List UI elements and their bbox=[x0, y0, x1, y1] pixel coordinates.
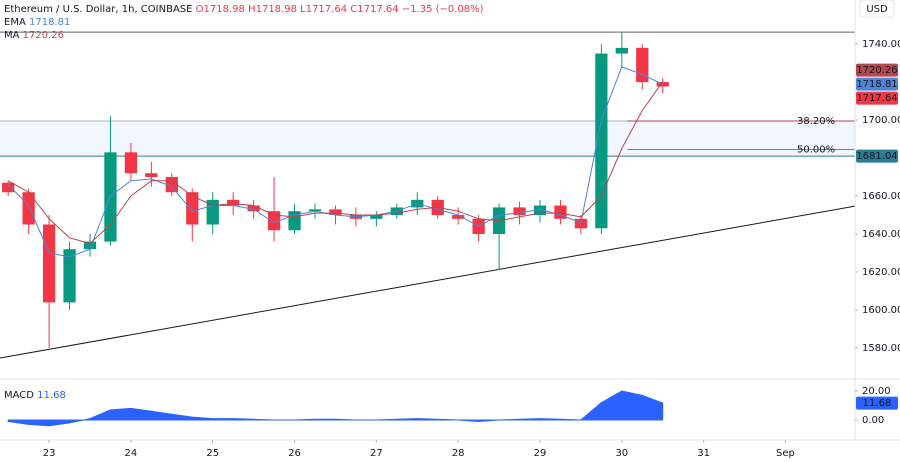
macd-value: 11.68 bbox=[37, 390, 66, 401]
y-tick-label: 1640.00 bbox=[862, 229, 900, 240]
macd-name: MACD bbox=[4, 390, 34, 401]
legend-name: MA bbox=[4, 30, 20, 41]
y-tick-label: 1700.00 bbox=[862, 115, 900, 126]
candle-body bbox=[308, 209, 322, 212]
x-tick-label: 23 bbox=[43, 448, 56, 459]
macd-tag-bg bbox=[856, 396, 898, 410]
price-tag-bg bbox=[856, 91, 898, 105]
trendline bbox=[0, 205, 856, 359]
macd-area bbox=[7, 390, 664, 427]
candle-body bbox=[2, 182, 15, 193]
price-tag: 1718.81 bbox=[856, 79, 897, 90]
price-tag: 1717.64 bbox=[856, 93, 897, 104]
candle-body bbox=[42, 224, 56, 303]
x-tick-label: 28 bbox=[452, 448, 465, 459]
candle-body bbox=[63, 249, 76, 303]
candle-body bbox=[329, 209, 342, 216]
price-change: −1.35 (−0.08%) bbox=[402, 4, 484, 15]
candle-body bbox=[533, 205, 547, 216]
y-tick-label: 1580.00 bbox=[862, 343, 900, 354]
x-tick-label: Sep bbox=[776, 448, 795, 459]
y-tick-label: 1660.00 bbox=[862, 191, 900, 202]
candle-body bbox=[83, 241, 97, 250]
currency-box bbox=[859, 0, 895, 18]
x-tick-label: 24 bbox=[125, 448, 138, 459]
legend-name: EMA bbox=[4, 17, 26, 28]
candle-body bbox=[227, 199, 240, 206]
candle-body bbox=[595, 53, 608, 229]
candle-body bbox=[186, 192, 199, 225]
x-tick-label: 25 bbox=[206, 448, 219, 459]
macd-tag: 11.68 bbox=[863, 398, 892, 409]
y-tick-label: 1740.00 bbox=[862, 39, 900, 50]
ohlc-value: H1718.98 bbox=[248, 4, 297, 15]
ohlc-value: L1717.64 bbox=[300, 4, 347, 15]
macd-tick-label: 0.00 bbox=[862, 415, 884, 426]
y-tick-label: 1600.00 bbox=[862, 305, 900, 316]
candle-body bbox=[656, 82, 669, 87]
candle-body bbox=[145, 173, 158, 178]
currency: USD bbox=[866, 4, 888, 15]
ohlc-value: O1718.98 bbox=[196, 4, 245, 15]
price-tag-bg bbox=[856, 77, 898, 91]
legend-value: 1720.26 bbox=[23, 30, 64, 41]
x-tick-label: 29 bbox=[534, 448, 547, 459]
fib-label: 38.20% bbox=[797, 116, 835, 127]
ohlc-value: C1717.64 bbox=[350, 4, 398, 15]
candle-body bbox=[267, 211, 281, 231]
x-tick-label: 31 bbox=[697, 448, 710, 459]
candle-body bbox=[574, 218, 588, 229]
price-tag-bg bbox=[856, 63, 898, 77]
candle-body bbox=[554, 205, 567, 219]
fib-label: 50.00% bbox=[797, 144, 835, 155]
level-tag-bg bbox=[856, 149, 898, 163]
macd-legend: MACD 11.68 bbox=[4, 390, 66, 401]
candle-body bbox=[452, 215, 465, 219]
legend-entry: EMA 1718.81 bbox=[4, 17, 70, 28]
candle-body bbox=[513, 207, 526, 216]
y-tick-label: 1620.00 bbox=[862, 267, 900, 278]
candle-body bbox=[22, 192, 35, 225]
legend-value: 1718.81 bbox=[29, 17, 70, 28]
candle-body bbox=[370, 215, 383, 219]
candle-body bbox=[247, 205, 260, 212]
chart-title: Ethereum / U.S. Dollar, 1h, COINBASE O17… bbox=[4, 4, 484, 15]
indicator-line bbox=[7, 81, 664, 245]
level-tag: 1681.04 bbox=[856, 151, 897, 162]
candle-body bbox=[615, 47, 628, 54]
candle-body bbox=[124, 152, 138, 174]
legend-entry: MA 1720.26 bbox=[4, 30, 64, 41]
symbol-title: Ethereum / U.S. Dollar, 1h, COINBASE bbox=[4, 4, 192, 15]
x-tick-label: 26 bbox=[288, 448, 301, 459]
zone bbox=[0, 120, 855, 157]
x-tick-label: 30 bbox=[615, 448, 628, 459]
x-tick-label: 27 bbox=[370, 448, 383, 459]
macd-tick-label: 20.00 bbox=[862, 386, 891, 397]
price-tag: 1720.26 bbox=[856, 65, 897, 76]
